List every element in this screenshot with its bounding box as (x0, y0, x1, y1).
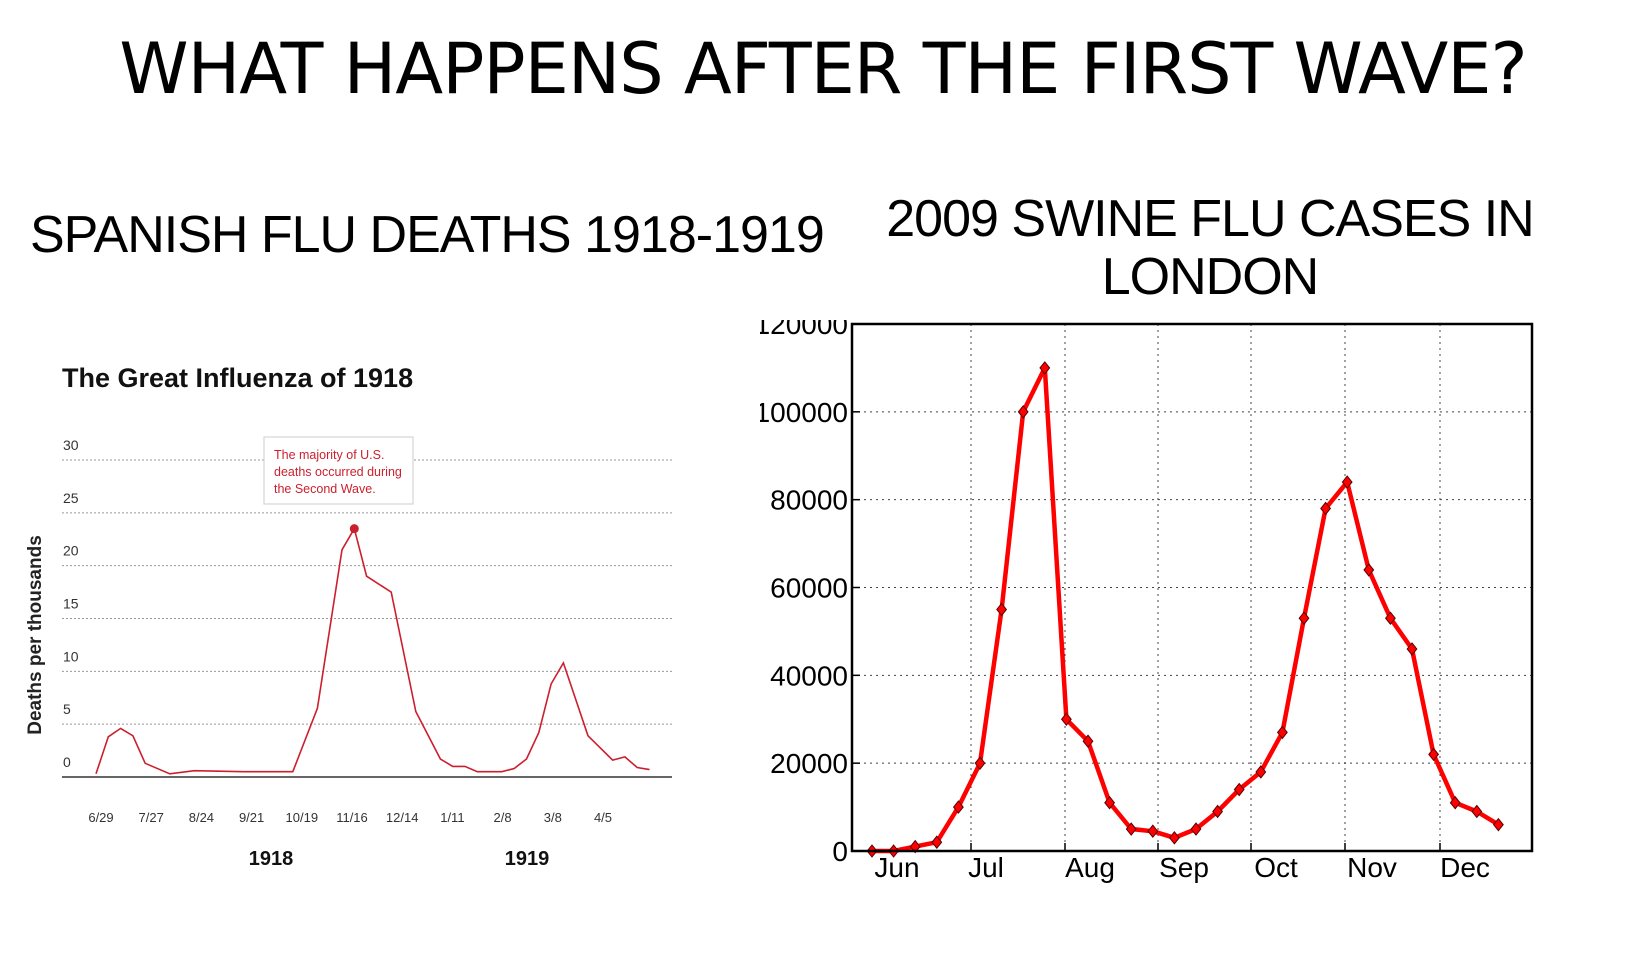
series-marker (1125, 822, 1137, 836)
series-marker (1363, 563, 1375, 577)
x-tick-label: 2/8 (494, 810, 512, 825)
series-marker (1190, 822, 1202, 836)
x-tick-label: 8/24 (189, 810, 214, 825)
x-tick-label: Jun (874, 852, 919, 883)
series-marker (1449, 795, 1461, 810)
series-line (872, 365, 1500, 854)
series (95, 526, 650, 775)
y-tick-label: 5 (63, 701, 71, 717)
x-tick-labels: 6/29 7/27 8/24 9/21 10/19 11/16 12/14 1/11 2/8 3/… (88, 810, 612, 825)
y-tick-label: 0 (63, 754, 71, 770)
x-tick-label: 7/27 (139, 810, 164, 825)
x-tick-label: 1/11 (440, 810, 464, 825)
series-marker (1341, 475, 1353, 489)
swine-flu-chart: 0 20000 40000 60000 80000 100000 120000 Jun Jul… (760, 320, 1534, 883)
x-tick-label: 10/19 (286, 810, 319, 825)
series-marker (952, 800, 964, 814)
grid (852, 323, 1532, 852)
series-marker (1147, 824, 1159, 839)
y-tick-label: 20 (63, 543, 79, 559)
y-tick-label: 10 (63, 648, 79, 664)
chart-title: The Great Influenza of 1918 (62, 363, 413, 393)
x-tick-label: 9/21 (239, 810, 264, 825)
x-tick-label: Jul (968, 852, 1004, 883)
annotation-box (263, 436, 414, 505)
grid (62, 459, 672, 778)
y-tick-labels: 0 20000 40000 60000 80000 100000 120000 (760, 320, 848, 867)
series-marker (1104, 795, 1116, 810)
x-tick-label: 3/8 (544, 810, 562, 825)
series-marker (996, 602, 1008, 617)
series-marker (1276, 725, 1288, 740)
y-tick-label: 60000 (770, 573, 848, 604)
series-marker (1471, 804, 1483, 819)
year-labels: 1918 1919 (249, 848, 550, 870)
x-tick-label: 12/14 (386, 810, 419, 825)
series-marker (1233, 782, 1245, 797)
series-marker (1298, 611, 1310, 626)
y-tick-label: 15 (63, 596, 79, 612)
y-tick-label: 80000 (770, 485, 848, 516)
series-marker (1082, 734, 1094, 749)
slide-title: WHAT HAPPENS AFTER THE FIRST WAVE? (119, 28, 1527, 110)
y-tick-label: 30 (63, 437, 79, 453)
series-marker (1384, 611, 1396, 626)
series-marker (909, 839, 921, 854)
y-axis-label: Deaths per thousands (25, 535, 46, 735)
series-marker (1039, 361, 1051, 375)
x-tick-label: Nov (1347, 852, 1397, 883)
y-tick-label: 20000 (770, 748, 848, 779)
y-tick-label: 25 (63, 490, 79, 506)
annotation-text: deaths occurred during (274, 465, 402, 479)
x-tick-label: Dec (1440, 852, 1490, 883)
series-marker (1255, 765, 1267, 779)
series-marker (1168, 831, 1180, 845)
y-tick-label: 100000 (760, 397, 848, 428)
series-marker (1060, 712, 1072, 727)
series-marker (1406, 642, 1418, 656)
annotation: The majority of U.S. deaths occurred duri… (263, 436, 414, 534)
peak-marker (349, 524, 359, 534)
y-tick-label: 40000 (770, 660, 848, 691)
series-marker (974, 756, 986, 770)
swine-flu-heading: 2009 SWINE FLU CASES IN LONDON (860, 190, 1560, 306)
series-marker (1428, 747, 1440, 762)
x-tick-label: Sep (1159, 852, 1209, 883)
series-marker (931, 835, 943, 850)
y-tick-label: 120000 (760, 320, 848, 340)
annotation-text: The majority of U.S. (274, 448, 384, 462)
swine-flu-heading-line2: LONDON (1101, 248, 1319, 306)
spanish-flu-heading: SPANISH FLU DEATHS 1918-1919 (30, 206, 825, 264)
series-marker (1017, 405, 1029, 419)
x-tick-label: Oct (1254, 852, 1298, 883)
series-marker (1492, 817, 1504, 832)
spanish-flu-chart: The Great Influenza of 1918 0 5 10 15 20 25 30… (25, 363, 672, 870)
x-tick-label: Aug (1065, 852, 1115, 883)
year-label: 1919 (505, 848, 550, 870)
series-marker (1212, 804, 1224, 819)
series-marker (1320, 501, 1332, 516)
series-line (95, 526, 650, 775)
y-tick-labels: 0 5 10 15 20 25 30 (63, 437, 79, 770)
swine-flu-heading-line1: 2009 SWINE FLU CASES IN (886, 190, 1534, 248)
plot-frame (850, 322, 1534, 853)
annotation-text: the Second Wave. (274, 482, 376, 496)
year-label: 1918 (249, 848, 294, 870)
x-tick-label: 4/5 (594, 810, 612, 825)
y-tick-label: 0 (832, 836, 848, 867)
x-tick-label: 11/16 (336, 810, 368, 825)
series (866, 361, 1504, 858)
x-tick-label: 6/29 (88, 810, 113, 825)
x-tick-labels: Jun Jul Aug Sep Oct Nov Dec (874, 852, 1489, 883)
